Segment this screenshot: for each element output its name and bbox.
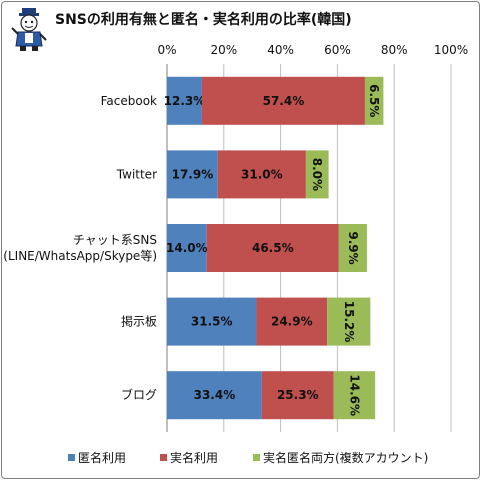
category-label: Twitter [116,167,157,181]
bar-segment [261,371,334,420]
data-label: 15.2% [342,301,356,343]
data-label: 17.9% [172,167,214,181]
data-label: 14.0% [166,241,208,255]
legend-label: 実名匿名両方(複数アカウント) [263,451,429,465]
data-label: 57.4% [263,94,305,108]
legend-item: 実名利用 [160,449,218,466]
category-label: 掲示板 [121,314,157,329]
legend-swatch [68,454,75,461]
legend-swatch [253,454,260,461]
data-label: 14.6% [347,374,361,416]
bar-segment [167,371,262,420]
mascot-icon [11,8,47,51]
data-label: 24.9% [271,315,313,329]
bar-segment [167,150,218,199]
data-label: 25.3% [277,388,319,402]
legend-label: 匿名利用 [78,451,127,465]
category-label: (LINE/WhatsApp/Skype等) [3,249,157,263]
x-tick-label: 80% [381,43,408,57]
legend-label: 実名利用 [170,451,219,465]
bar-segment [338,224,367,272]
x-tick-label: 60% [324,43,351,57]
data-label: 31.0% [241,167,283,181]
x-tick-label: 20% [210,43,237,57]
legend-item: 匿名利用 [68,449,126,466]
data-label: 8.0% [310,158,324,191]
legend-item: 実名匿名両方(複数アカウント) [253,449,428,466]
bar-segment [167,224,207,272]
bar-segment [364,76,384,125]
data-label: 12.3% [164,94,206,108]
chart-legend: 匿名利用 実名利用 実名匿名両方(複数アカウント) [40,449,470,467]
bar-segment [327,297,371,346]
data-label: 46.5% [252,241,294,255]
bar-segment [201,76,365,125]
bar-segment [167,297,257,346]
chart-title: SNSの利用有無と匿名・実名利用の比率(韓国) [55,12,352,28]
data-label: 9.9% [346,231,360,264]
x-tick-label: 100% [434,43,468,57]
legend-swatch [160,454,167,461]
category-label: チャット系SNS [73,233,157,247]
bar-segment [256,297,328,346]
category-label: Facebook [101,94,157,108]
bar-segment [217,150,306,199]
data-label: 33.4% [194,388,236,402]
bar-segment [305,150,329,199]
x-tick-label: 0% [157,43,176,57]
x-tick-label: 40% [267,43,294,57]
bar-segment [333,371,376,420]
data-label: 31.5% [191,315,233,329]
data-label: 6.5% [367,84,381,117]
bar-segment [206,224,339,272]
bar-segment [167,76,202,125]
category-label: ブログ [121,387,157,402]
